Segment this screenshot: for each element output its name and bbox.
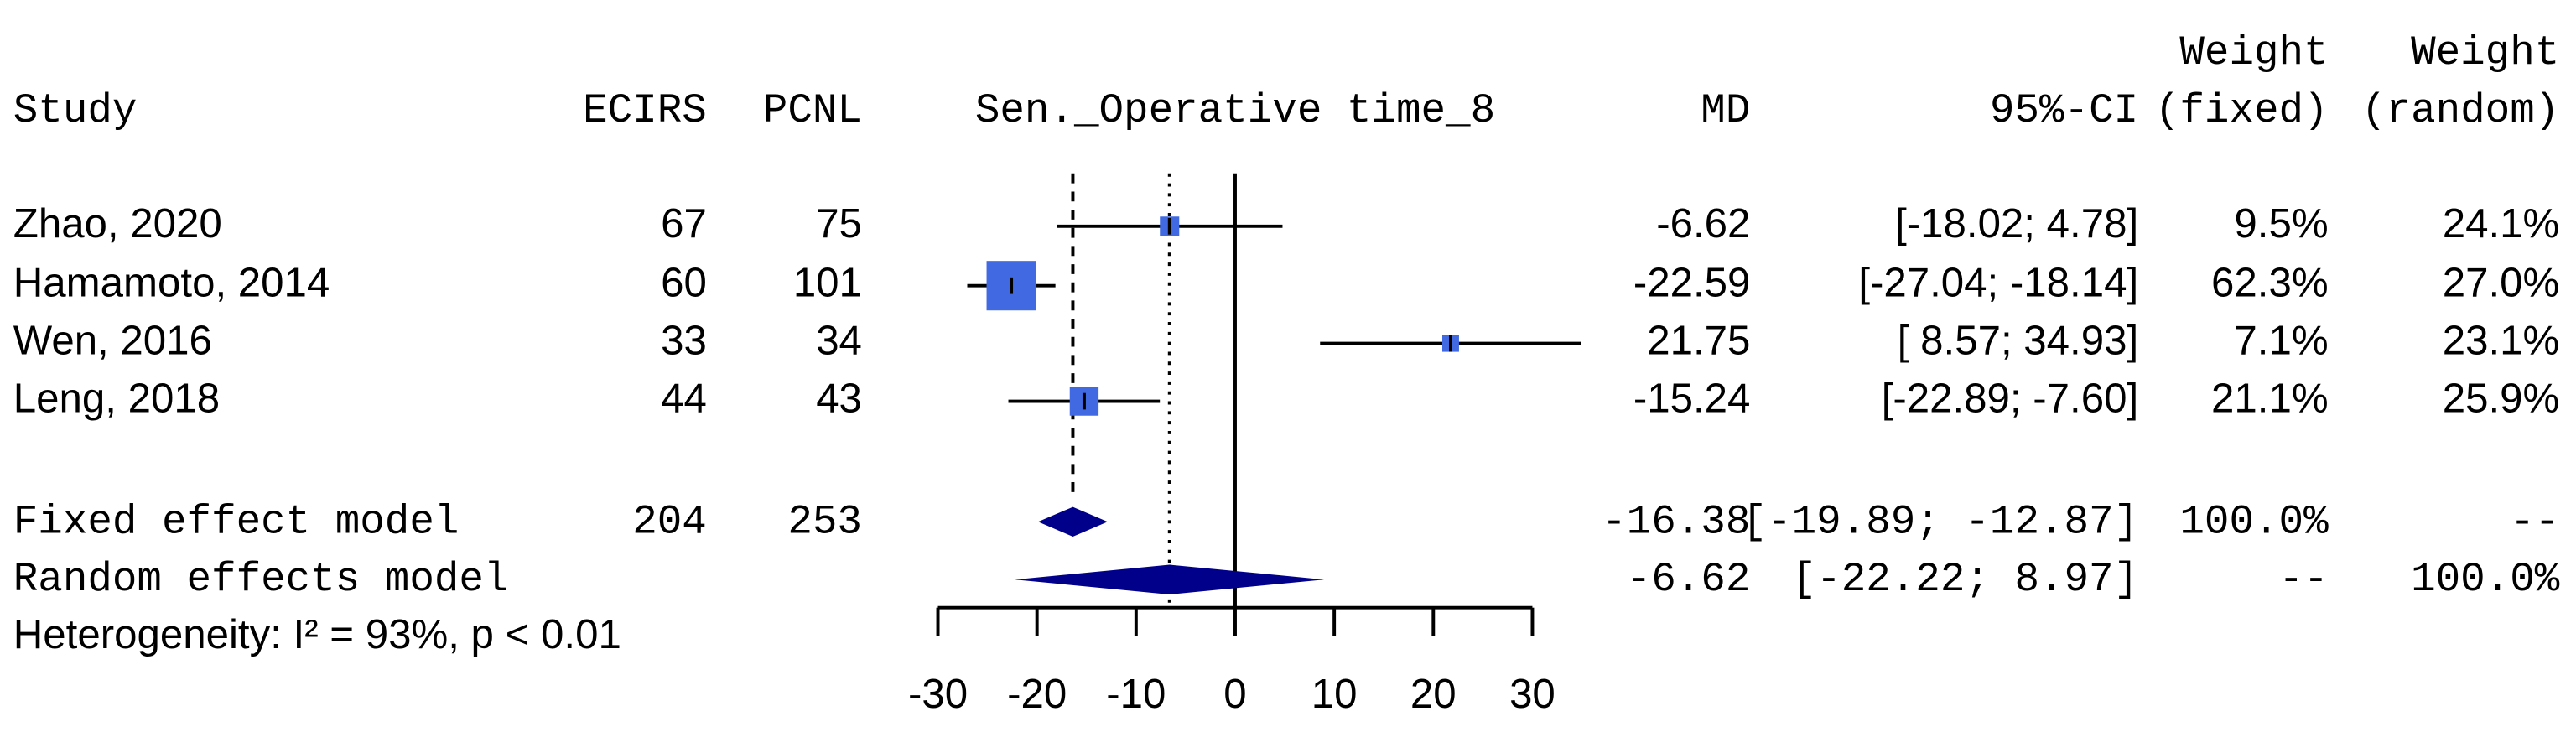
x-tick-label: 20 (1410, 671, 1457, 717)
heterogeneity: Heterogeneity: I² = 93%, p < 0.01 (13, 611, 621, 657)
x-tick-label: -30 (908, 671, 968, 717)
pcnl-n: 43 (816, 376, 862, 422)
weight-fixed: 9.5% (2234, 200, 2328, 247)
ci-label: [-19.89; -12.87] (1742, 498, 2139, 545)
header-weight-fixed: (fixed) (2155, 87, 2329, 134)
ci-label: [-22.22; 8.97] (1792, 556, 2139, 603)
weight-fixed: 62.3% (2211, 260, 2329, 306)
pcnl-n: 75 (816, 200, 862, 247)
header-weight-fixed: Weight (2179, 29, 2328, 76)
header-ci: 95%-CI (1990, 87, 2138, 134)
weight-random: 23.1% (2443, 318, 2560, 364)
ci-label: [-27.04; -18.14] (1858, 260, 2138, 306)
pcnl-total: 253 (787, 498, 862, 545)
study-name: Wen, 2016 (13, 318, 212, 364)
weight-fixed: 7.1% (2234, 318, 2328, 364)
header-pcnl: PCNL (763, 87, 862, 134)
study-name: Zhao, 2020 (13, 200, 222, 247)
ecirs-n: 33 (661, 318, 707, 364)
md-value: -22.59 (1633, 260, 1751, 306)
x-tick-label: 0 (1223, 671, 1246, 717)
md-value: -15.24 (1633, 376, 1751, 422)
weight-random: 100.0% (2411, 556, 2560, 603)
header-study: Study (13, 87, 138, 134)
md-value: -6.62 (1656, 200, 1750, 247)
x-tick-label: 10 (1311, 671, 1358, 717)
model-name: Fixed effect model (13, 498, 460, 545)
pcnl-n: 101 (793, 260, 862, 306)
x-tick-label: -20 (1007, 671, 1067, 717)
weight-random: 25.9% (2443, 376, 2560, 422)
x-tick-label: -10 (1106, 671, 1166, 717)
weight-random: 24.1% (2443, 200, 2560, 247)
model-diamond (1037, 506, 1108, 537)
md-value: -6.62 (1627, 556, 1751, 603)
ci-label: [ 8.57; 34.93] (1898, 318, 2138, 364)
header-ecirs: ECIRS (583, 87, 707, 134)
header-weight-random: (random) (2361, 87, 2559, 134)
weight-fixed: 21.1% (2211, 376, 2329, 422)
md-value: 21.75 (1647, 318, 1750, 364)
header-plot: Sen._Operative time_8 (975, 87, 1495, 134)
header-weight-random: Weight (2411, 29, 2559, 76)
model-name: Random effects model (13, 556, 509, 603)
weight-fixed: -- (2279, 556, 2329, 603)
model-diamond (1015, 564, 1324, 594)
ecirs-n: 67 (661, 200, 707, 247)
ecirs-total: 204 (632, 498, 707, 545)
weight-fixed: 100.0% (2179, 498, 2329, 545)
md-value: -16.38 (1602, 498, 1750, 545)
ci-label: [-22.89; -7.60] (1882, 376, 2138, 422)
weight-random: 27.0% (2443, 260, 2560, 306)
ecirs-n: 60 (661, 260, 707, 306)
study-name: Hamamoto, 2014 (13, 260, 330, 306)
weight-random: -- (2510, 498, 2559, 545)
header-md: MD (1701, 87, 1750, 134)
pcnl-n: 34 (816, 318, 862, 364)
study-name: Leng, 2018 (13, 376, 220, 422)
ecirs-n: 44 (661, 376, 707, 422)
x-tick-label: 30 (1509, 671, 1555, 717)
ci-label: [-18.02; 4.78] (1895, 200, 2138, 247)
